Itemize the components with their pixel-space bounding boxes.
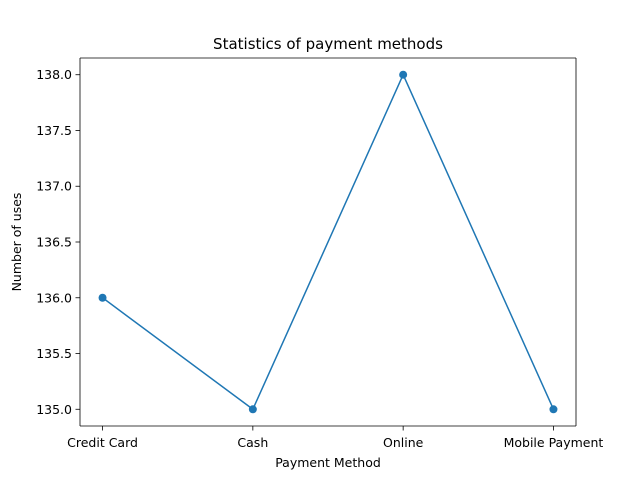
y-tick-label: 135.0: [36, 402, 72, 417]
y-tick-label: 136.0: [36, 290, 72, 305]
x-tick-label: Mobile Payment: [504, 435, 604, 450]
chart-title: Statistics of payment methods: [213, 35, 443, 53]
x-tick-label: Online: [383, 435, 424, 450]
y-tick-label: 138.0: [36, 67, 72, 82]
x-tick-label: Credit Card: [67, 435, 138, 450]
y-tick-label: 137.0: [36, 179, 72, 194]
x-tick-label: Cash: [237, 435, 268, 450]
y-axis-title: Number of uses: [9, 193, 24, 292]
x-axis-title: Payment Method: [275, 455, 381, 470]
data-point: [549, 405, 558, 414]
data-point: [399, 70, 408, 79]
data-point: [98, 293, 107, 302]
y-tick-label: 136.5: [36, 235, 72, 250]
y-tick-label: 137.5: [36, 123, 72, 138]
data-point: [248, 405, 257, 414]
series-line: [101, 73, 555, 411]
plot-area: Credit Card Cash Online Mobile Payment 135.0…: [36, 57, 604, 450]
y-tick-label: 135.5: [36, 346, 72, 361]
